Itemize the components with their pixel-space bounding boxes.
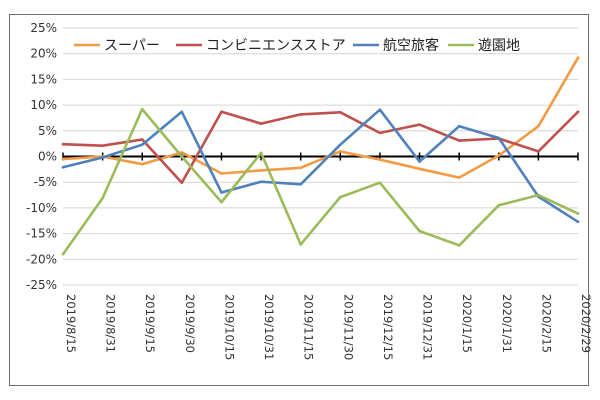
data-point-amusement [180,155,184,158]
data-point-amusement [497,204,501,207]
data-point-amusement [457,244,461,247]
data-point-amusement [418,229,421,233]
data-point-amusement [220,200,223,204]
data-point-convenience [61,142,65,146]
y-tick-label: 0% [38,150,57,164]
x-tick-label: 2019/8/31 [104,294,118,353]
data-point-amusement [101,196,104,200]
y-tick-label: 5% [38,124,57,138]
data-point-super [259,169,263,172]
x-tick-label: 2020/2/15 [539,294,553,353]
data-point-airline [497,136,501,140]
data-point-amusement [140,107,144,111]
y-tick-label: 20% [30,47,57,61]
data-point-super [457,176,461,179]
data-point-super [299,166,302,170]
y-tick-label: 10% [30,98,57,112]
data-point-super [180,151,184,154]
data-point-convenience [457,139,461,142]
data-point-convenience [180,181,184,185]
data-point-airline [576,220,580,224]
data-point-amusement [576,212,580,215]
y-tick-label: -20% [26,252,57,266]
data-point-convenience [537,150,540,153]
x-tick-label: 2020/1/15 [460,294,474,353]
data-point-airline [180,110,184,114]
series-line-convenience [61,110,580,184]
data-point-convenience [220,110,223,114]
data-point-amusement [378,181,382,185]
gridlines [63,27,578,286]
x-tick-label: 2020/2/29 [579,294,593,353]
data-point-super [140,162,144,166]
y-tick-label: -15% [26,227,57,241]
data-point-convenience [418,123,421,126]
legend-label-airline: 航空旅客 [383,37,439,54]
x-tick-label: 2019/8/15 [64,294,78,353]
legend-label-convenience: コンビニエンスストア [206,38,346,54]
data-point-amusement [339,195,342,199]
legend: スーパー コンビニエンスストア 航空旅客 遊園地 [74,37,520,54]
data-point-super [220,172,223,175]
x-tick-label: 2019/9/30 [183,294,197,353]
data-point-convenience [259,122,263,125]
data-point-convenience [101,144,104,148]
series-line-super [61,56,580,179]
x-tick-label: 2019/9/15 [143,294,157,353]
data-point-super [378,158,382,161]
chart-frame [9,14,589,386]
data-point-airline [220,191,223,194]
y-tick-label: 15% [30,72,57,86]
data-point-airline [259,180,263,183]
y-tick-label: -25% [26,278,57,292]
x-tick-label: 2019/12/15 [381,294,395,360]
series-line-amusement [61,107,580,256]
data-point-super [339,150,342,153]
x-tick-label: 2019/11/30 [341,294,355,360]
x-tick-label: 2019/10/31 [262,294,276,360]
y-tick-label: -10% [26,201,57,215]
data-point-super [418,167,421,171]
data-point-amusement [61,252,65,256]
legend-label-amusement: 遊園地 [478,38,520,54]
data-point-airline [418,160,421,163]
data-point-convenience [299,113,302,116]
series-lines [61,56,580,256]
data-point-amusement [259,151,263,155]
data-point-airline [140,143,144,146]
y-tick-label: -5% [34,175,57,189]
data-point-convenience [140,138,144,141]
data-point-airline [378,108,382,112]
data-point-airline [101,156,104,159]
series-line-airline [61,108,580,224]
data-point-convenience [576,110,580,114]
x-tick-label: 2019/12/31 [421,294,435,360]
data-point-super [61,157,65,161]
data-point-amusement [537,193,540,197]
x-tick-label: 2019/11/15 [302,294,316,360]
x-axis-tick-labels: 2019/8/15 2019/8/31 2019/9/15 2019/9/30 2019… [64,294,593,360]
data-point-convenience [339,110,342,114]
x-tick-label: 2020/1/31 [500,294,514,353]
data-point-airline [457,124,461,128]
data-point-super [497,154,501,157]
data-point-airline [339,143,342,146]
legend-label-super: スーパー [104,38,160,54]
data-point-convenience [378,131,382,135]
data-point-amusement [299,243,302,246]
x-tick-label: 2019/10/15 [222,294,236,360]
y-axis-tick-labels: -25% -20% -15% -10% -5% 0% 5% 10% 15% 20% 25% [26,21,57,292]
data-point-super [537,124,540,128]
data-point-super [576,56,580,60]
y-tick-label: 25% [30,21,57,35]
zero-axis [62,152,579,161]
data-point-airline [299,182,302,186]
data-point-airline [61,165,65,169]
